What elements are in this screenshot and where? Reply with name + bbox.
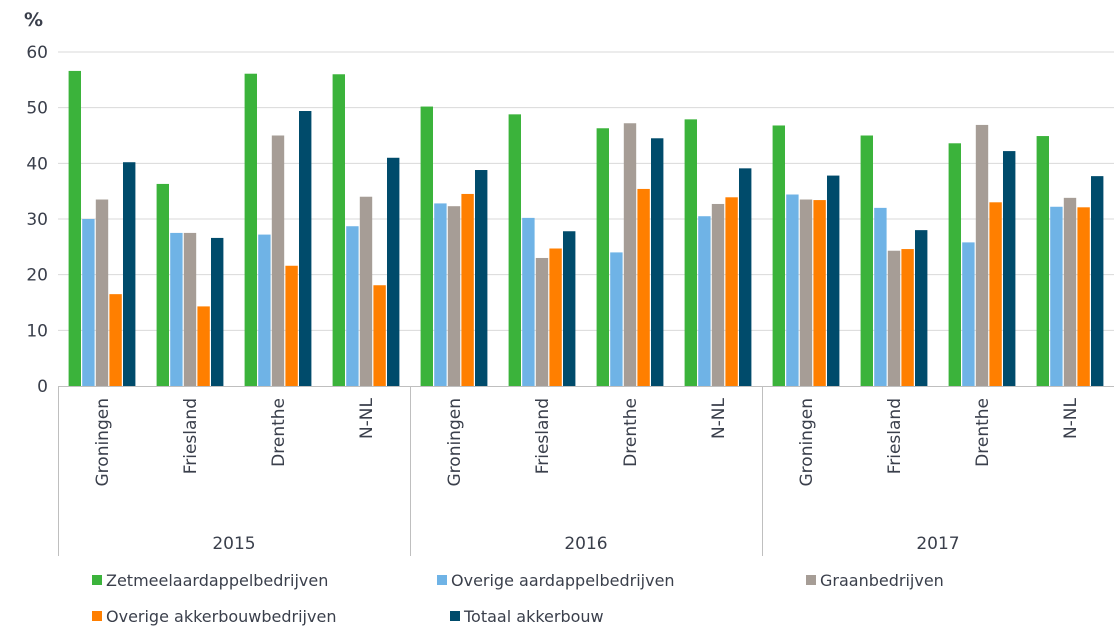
legend-label: Graanbedrijven <box>820 571 944 590</box>
bar <box>549 248 562 386</box>
bar <box>1036 136 1049 386</box>
bar <box>610 252 623 386</box>
x-tick-label: Groningen <box>445 398 465 487</box>
bar <box>332 74 345 387</box>
bar <box>799 199 813 386</box>
legend-swatch <box>92 611 102 621</box>
bar <box>522 217 535 386</box>
bar <box>684 119 697 387</box>
x-tick-label: Groningen <box>93 398 113 487</box>
x-tick-label: Friesland <box>533 398 553 474</box>
bar <box>975 124 989 386</box>
bar <box>197 306 210 386</box>
bar <box>271 135 285 386</box>
y-tick-label: 50 <box>26 99 48 119</box>
bar <box>1091 176 1104 386</box>
bar <box>813 200 826 386</box>
bar <box>387 157 400 386</box>
bar <box>887 250 901 386</box>
bar <box>739 168 752 386</box>
legend-swatch <box>92 575 102 585</box>
x-tick-label: N-NL <box>357 397 377 439</box>
axis-labels: 0 10 20 30 40 50 60% Groningen Friesland Drenthe N… <box>24 9 1081 554</box>
legend-label: Overige akkerbouwbedrijven <box>106 607 336 626</box>
bar <box>299 111 312 387</box>
y-axis-label: % <box>24 9 43 31</box>
group-label: 2016 <box>564 534 607 554</box>
x-tick-label: N-NL <box>709 397 729 439</box>
axes <box>58 386 1114 556</box>
bar <box>475 170 488 386</box>
y-tick-label: 10 <box>26 321 48 341</box>
bar <box>285 265 298 386</box>
group-label: 2017 <box>916 534 959 554</box>
y-tick-label: 60 <box>26 43 48 63</box>
bar <box>109 294 122 386</box>
legend-swatch <box>806 575 816 585</box>
legend: Zetmeelaardappelbedrijven Overige aardapp… <box>92 571 944 626</box>
bar <box>68 70 81 386</box>
bar <box>123 162 136 386</box>
bar <box>698 216 711 386</box>
legend-label: Overige aardappelbedrijven <box>451 571 675 590</box>
bar <box>95 199 109 386</box>
bar <box>258 234 271 386</box>
bar <box>535 257 549 386</box>
legend-label: Totaal akkerbouw <box>463 607 604 626</box>
x-tick-label: Drenthe <box>973 398 993 467</box>
bar <box>948 143 961 386</box>
bar <box>711 203 725 386</box>
group-label: 2015 <box>212 534 255 554</box>
bar <box>82 219 95 386</box>
bar <box>725 197 738 386</box>
bar <box>461 193 474 386</box>
bar <box>915 230 928 386</box>
bar <box>827 175 840 386</box>
bar <box>346 226 359 386</box>
y-tick-label: 0 <box>37 377 48 397</box>
bar <box>651 138 664 386</box>
bar <box>1050 206 1063 386</box>
y-tick-label: 20 <box>26 266 48 286</box>
bar <box>772 125 785 386</box>
bar <box>1077 207 1090 386</box>
bar <box>434 203 447 386</box>
bar <box>1003 151 1016 386</box>
bar <box>170 232 183 386</box>
bar <box>786 194 799 386</box>
bar <box>563 231 576 386</box>
bar <box>447 206 461 386</box>
legend-label: Zetmeelaardappelbedrijven <box>106 571 328 590</box>
y-tick-label: 40 <box>26 154 48 174</box>
bar <box>420 106 433 386</box>
x-tick-label: Drenthe <box>621 398 641 467</box>
bar <box>874 207 887 386</box>
bar <box>860 135 873 386</box>
legend-swatch <box>437 575 447 585</box>
gridlines <box>58 51 1114 331</box>
x-tick-label: Friesland <box>181 398 201 474</box>
bar <box>373 285 386 386</box>
bar <box>637 188 650 386</box>
legend-swatch <box>450 611 460 621</box>
bars <box>68 70 1104 387</box>
bar <box>623 123 637 387</box>
bar <box>211 237 224 386</box>
x-tick-label: Friesland <box>885 398 905 474</box>
bar <box>989 202 1002 386</box>
bar <box>962 242 975 386</box>
x-tick-label: Drenthe <box>269 398 289 467</box>
x-tick-label: Groningen <box>797 398 817 487</box>
bar <box>1063 197 1077 386</box>
bar <box>901 249 914 386</box>
x-tick-label: N-NL <box>1061 397 1081 439</box>
bar <box>508 114 521 386</box>
bar <box>156 183 169 386</box>
bar <box>183 232 197 386</box>
bar <box>596 128 609 386</box>
bar <box>359 196 373 386</box>
bar <box>244 73 257 387</box>
y-tick-label: 30 <box>26 210 48 230</box>
